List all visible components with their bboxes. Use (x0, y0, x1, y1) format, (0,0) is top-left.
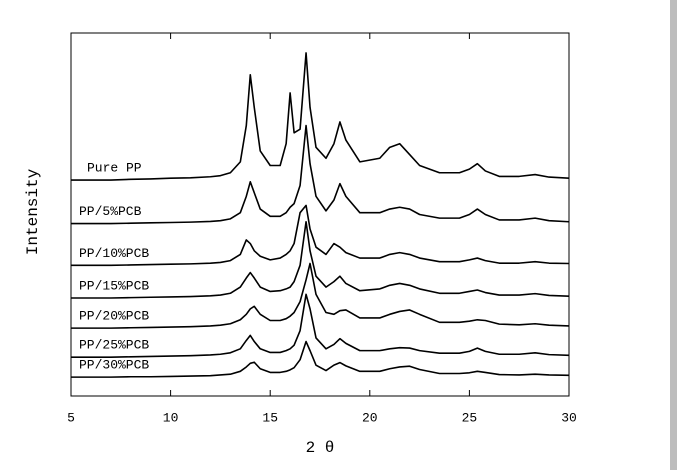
x-tick-label: 10 (163, 410, 179, 425)
series-label: PP/20%PCB (79, 309, 149, 324)
series-line (71, 204, 570, 267)
series-line (71, 124, 570, 225)
series-line (71, 340, 570, 378)
x-tick-label: 5 (67, 410, 75, 425)
plot-frame (70, 32, 570, 397)
series-line (71, 52, 570, 181)
series-label: PP/15%PCB (79, 278, 149, 293)
x-tick-label: 20 (362, 410, 378, 425)
series-line (71, 293, 570, 358)
x-tick-label: 15 (262, 410, 278, 425)
series-label: PP/30%PCB (79, 358, 149, 373)
series-label: Pure PP (87, 160, 142, 175)
series-line (71, 262, 570, 329)
series-label: PP/5%PCB (79, 204, 142, 219)
x-tick-label: 25 (462, 410, 478, 425)
series-label: PP/10%PCB (79, 246, 149, 261)
x-axis-title: 2 θ (306, 439, 335, 457)
series-line (71, 220, 570, 299)
x-tick-label: 30 (561, 410, 577, 425)
series-label: PP/25%PCB (79, 338, 149, 353)
y-axis-title: Intensity (24, 168, 42, 255)
window-edge (670, 0, 677, 470)
